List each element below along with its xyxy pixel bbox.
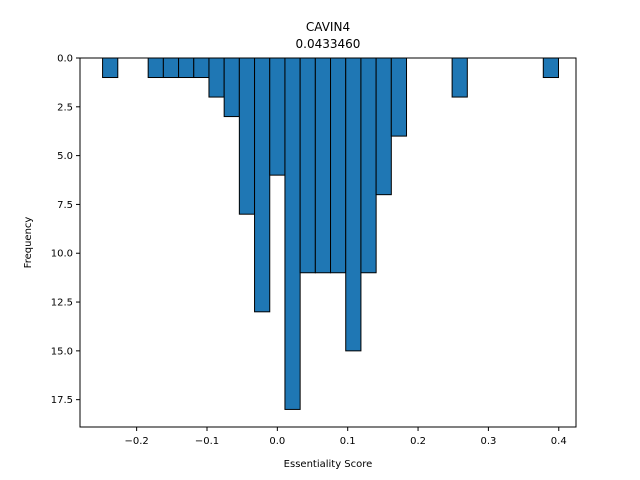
histogram-bar [375,57,392,196]
x-tick-label: 0.0 [269,436,285,447]
y-tick-label: 17.5 [51,395,73,406]
histogram-bar [314,57,332,274]
histogram-bars [102,57,559,410]
chart-title: CAVIN4 [306,20,350,34]
histogram-bar [345,57,362,352]
histogram-bar [284,57,301,410]
histogram-bar [269,57,286,176]
y-axis-title: Frequency [23,217,34,269]
plot-frame [79,57,577,428]
histogram-bar [223,57,240,118]
y-tick-label: 0.0 [57,54,73,65]
y-tick-label: 10.0 [51,249,73,260]
histogram-bar [451,57,468,98]
y-tick-label: 5.0 [57,151,73,162]
histogram-bar [162,57,180,79]
x-tick-label: 0.1 [340,436,356,447]
histogram-bar [390,57,408,137]
histogram-bar [102,57,119,79]
histogram-bar [193,57,210,79]
y-tick-label: 2.5 [57,102,73,113]
x-tick-label: −0.1 [195,436,219,447]
histogram-bar [238,57,256,215]
histogram-bar [208,57,225,98]
y-tick-label: 15.0 [51,346,73,357]
x-axis: −0.2 −0.1 0.0 0.1 0.2 0.3 0.4 [124,427,567,447]
x-tick-label: 0.3 [480,436,496,447]
x-tick-label: 0.4 [551,436,567,447]
y-tick-label: 12.5 [51,298,73,309]
histogram-bar [147,57,164,79]
histogram-bar [360,57,377,274]
histogram-bar [542,57,559,79]
histogram-bar [254,57,271,313]
x-tick-label: −0.2 [124,436,148,447]
y-tick-label: 7.5 [57,200,73,211]
histogram-bar [330,57,347,274]
x-tick-label: 0.2 [410,436,426,447]
chart-subtitle: 0.0433460 [296,37,361,51]
y-axis: 0.0 2.5 5.0 7.5 10.0 12.5 15.0 17.5 [51,54,80,406]
x-axis-title: Essentiality Score [284,459,373,470]
histogram-bar [178,57,195,79]
histogram-bar [299,57,316,274]
